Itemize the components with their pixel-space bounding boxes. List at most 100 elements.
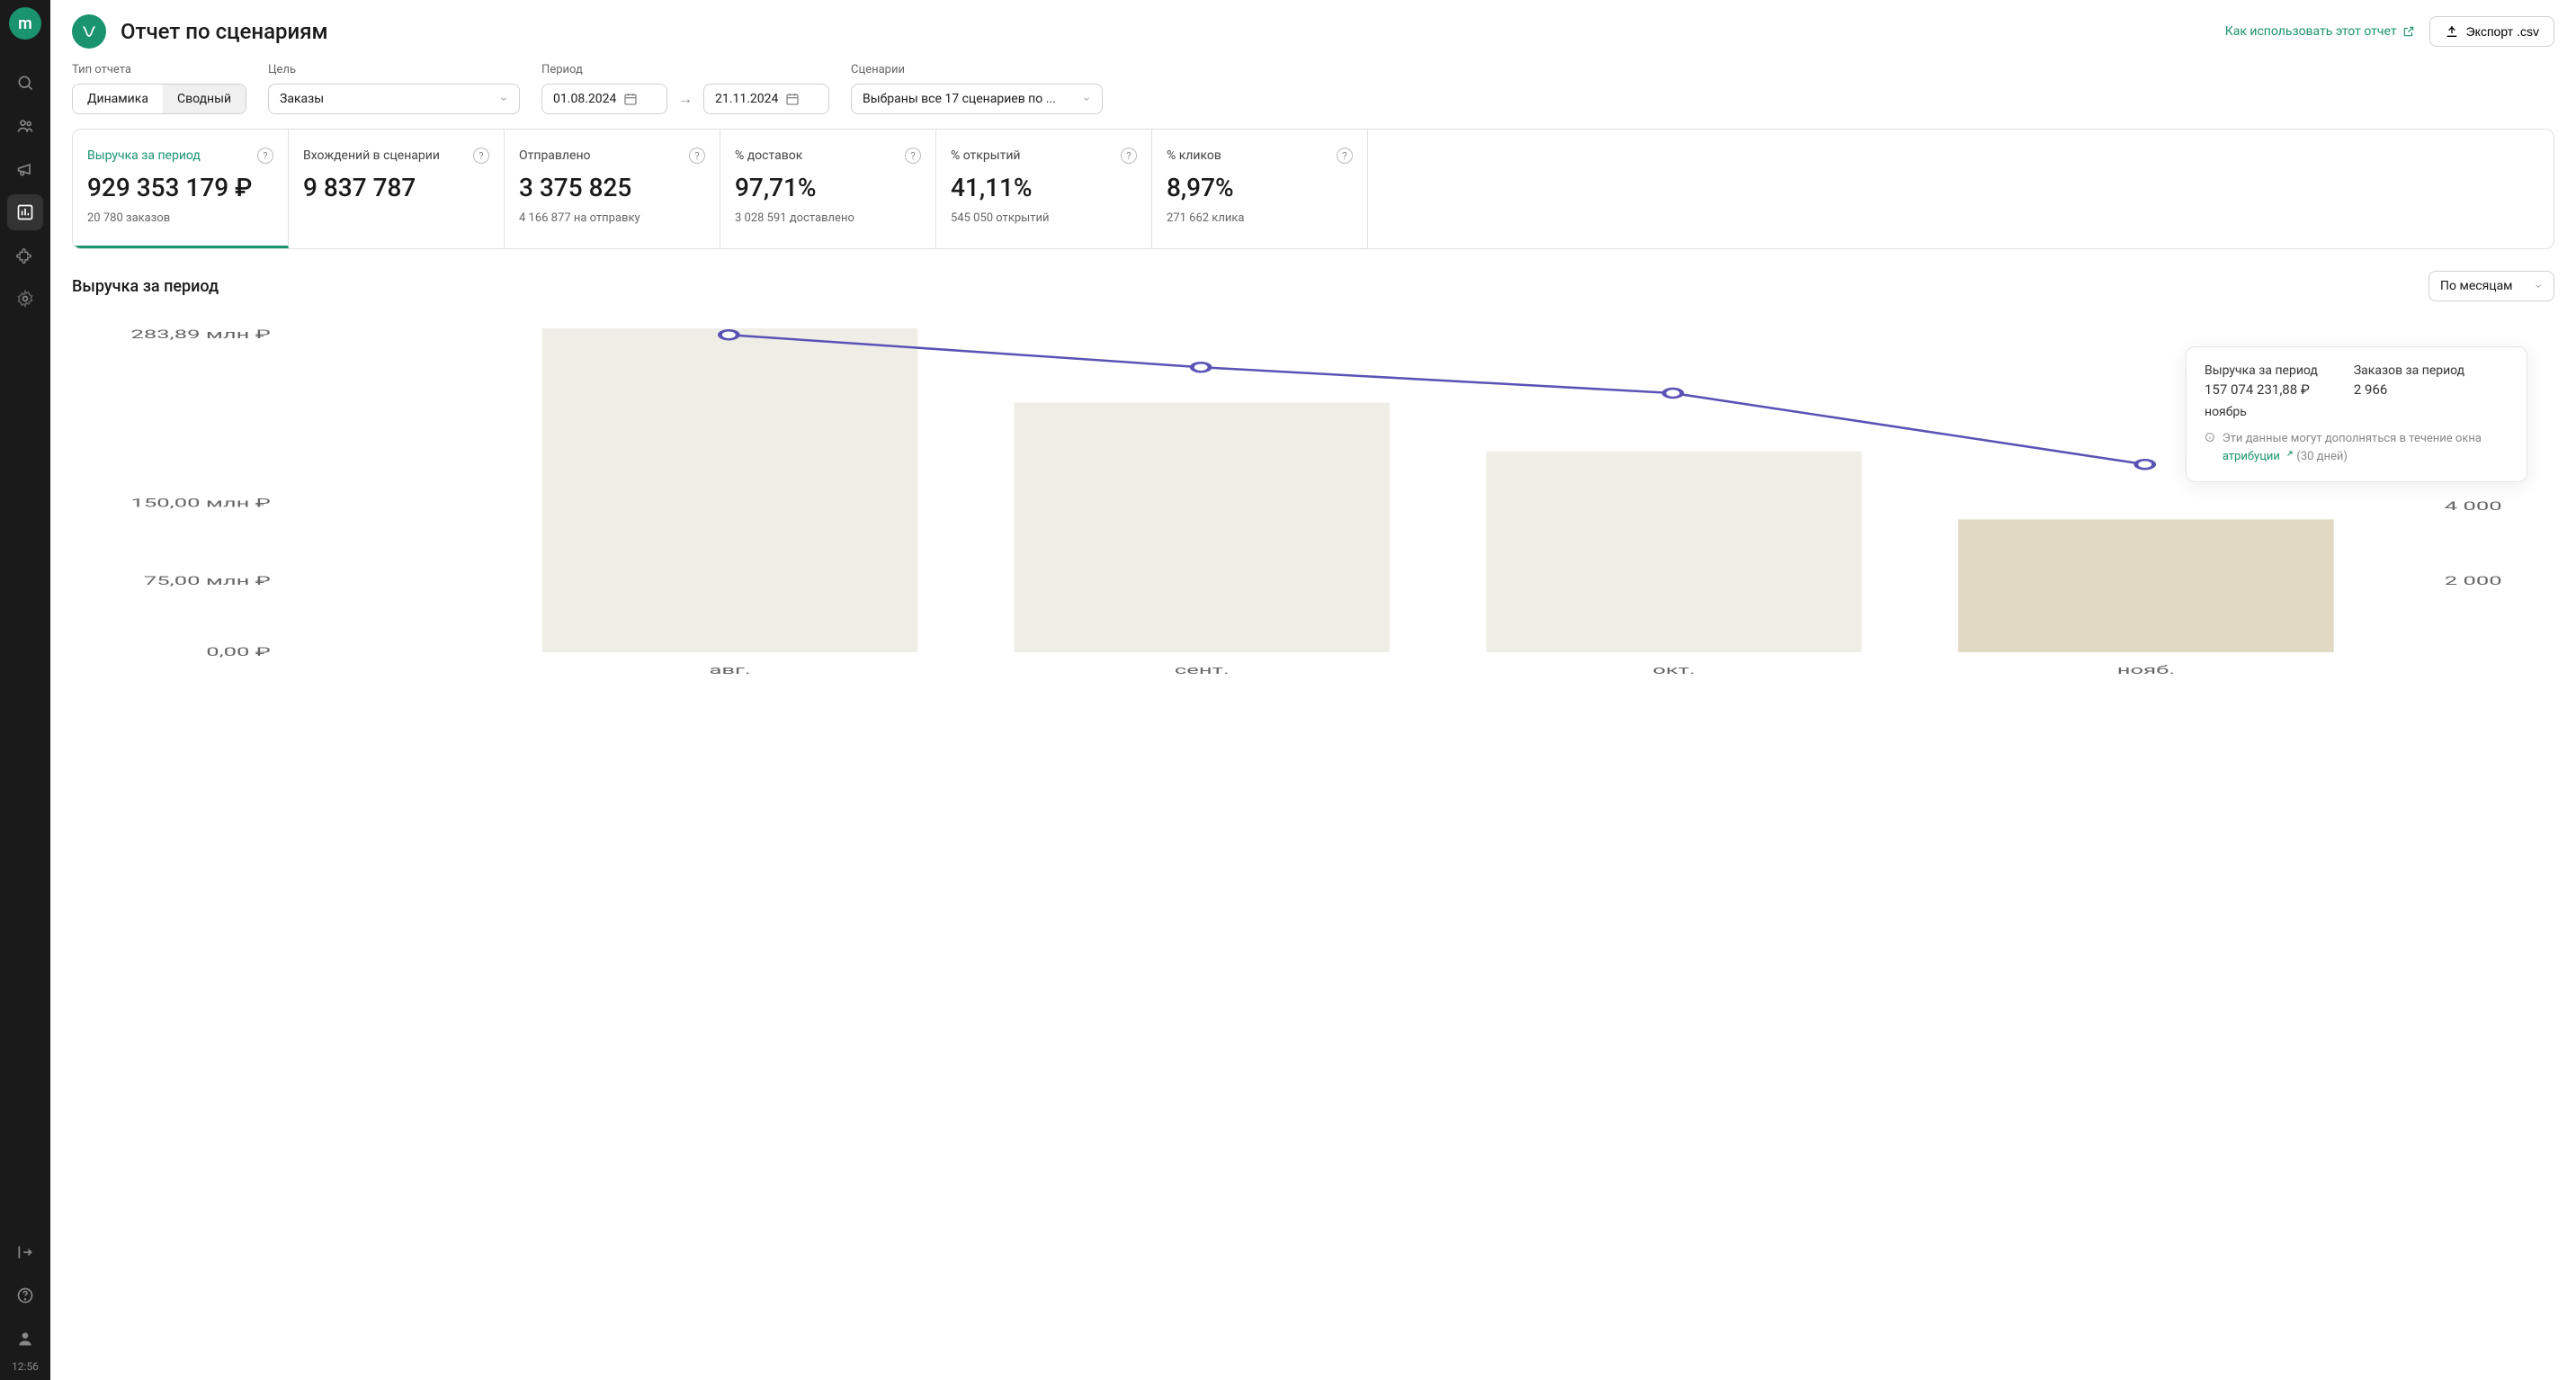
chart-bar[interactable] [1486,452,1861,652]
metric-title: % открытий [951,148,1021,163]
chart-line [729,335,2144,464]
metric-sub: 4 166 877 на отправку [519,211,705,228]
export-button[interactable]: Экспорт .csv [2429,16,2554,47]
nav-campaigns[interactable] [7,151,43,187]
tooltip-note-suffix: (30 дней) [2296,450,2348,463]
metric-title: % доставок [735,148,802,163]
search-icon [16,74,34,92]
report-type-segmented: Динамика Сводный [72,84,246,114]
segmented-summary[interactable]: Сводный [163,85,246,113]
y-left-tick: 75,00 млн ₽ [144,574,271,587]
date-to-input[interactable]: 21.11.2024 [703,84,829,114]
date-arrow: → [678,90,693,108]
metric-value: 41,11% [951,173,1137,202]
filter-label: Сценарии [851,63,1103,76]
x-tick: сент. [1175,663,1230,677]
help-link[interactable]: Как использовать этот отчет [2225,24,2415,39]
metric-sub: 271 662 клика [1167,211,1353,228]
nav-search[interactable] [7,65,43,101]
filters-bar: Тип отчета Динамика Сводный Цель Заказы … [50,63,2576,129]
y-left-tick: 283,89 млн ₽ [130,327,270,341]
tooltip-orders-label: Заказов за период [2354,363,2464,378]
chart-bar[interactable] [542,328,917,652]
revenue-chart[interactable]: 283,89 млн ₽ 150,00 млн ₽ 75,00 млн ₽ 0,00 … [72,319,2554,679]
chart-tooltip: Выручка за период 157 074 231,88 ₽ Заказ… [2186,346,2527,482]
y-left-tick: 150,00 млн ₽ [130,496,270,509]
export-label: Экспорт .csv [2466,24,2539,39]
metric-card[interactable]: Отправлено ? 3 375 825 4 166 877 на отпр… [505,130,720,248]
filter-label: Тип отчета [72,63,246,76]
chart-point[interactable] [1192,363,1210,372]
date-from-input[interactable]: 01.08.2024 [541,84,667,114]
nav-users[interactable] [7,108,43,144]
app-logo[interactable]: m [9,7,41,40]
metric-help-icon[interactable]: ? [1121,148,1137,164]
help-link-text: Как использовать этот отчет [2225,24,2397,39]
chart-bar[interactable] [1015,403,1390,652]
chart-bar[interactable] [1958,519,2333,652]
x-tick: авг. [709,663,750,677]
metric-title: Выручка за период [87,148,201,163]
date-from-value: 01.08.2024 [553,92,616,106]
metric-help-icon[interactable]: ? [1337,148,1353,164]
sidebar: m 12:56 [0,0,50,1380]
metric-sub: 3 028 591 доставлено [735,211,921,228]
metric-value: 929 353 179 ₽ [87,173,273,202]
date-range: 01.08.2024 → 21.11.2024 [541,84,829,114]
metric-sub [303,211,489,228]
filter-label: Период [541,63,829,76]
granularity-value: По месяцам [2440,279,2513,293]
goal-select[interactable]: Заказы [268,84,520,114]
metrics-scrollbar[interactable] [73,248,1462,249]
filter-scenarios: Сценарии Выбраны все 17 сценариев по ... [851,63,1103,114]
tooltip-note-prefix: Эти данные могут дополняться в течение о… [2223,432,2482,445]
info-icon [2205,430,2215,444]
nav-logout[interactable] [7,1234,43,1270]
metric-sub: 20 780 заказов [87,211,273,228]
nav-settings[interactable] [7,281,43,317]
metric-card[interactable]: Выручка за период ? 929 353 179 ₽ 20 780… [73,130,289,248]
metric-help-icon[interactable]: ? [689,148,705,164]
calendar-icon [785,92,800,106]
main-content: Отчет по сценариям Как использовать этот… [50,0,2576,1380]
page-icon [72,14,106,49]
tooltip-month: ноябрь [2205,405,2509,419]
tooltip-revenue-label: Выручка за период [2205,363,2318,378]
nav-help[interactable] [7,1277,43,1313]
metric-card[interactable]: Вхождений в сценарии ? 9 837 787 [289,130,505,248]
chart-point[interactable] [2136,460,2154,469]
export-icon [2445,24,2459,39]
tooltip-attribution-link[interactable]: атрибуции [2223,450,2297,463]
tooltip-note: Эти данные могут дополняться в течение о… [2205,430,2509,465]
puzzle-icon [16,246,34,264]
metric-card[interactable]: % кликов ? 8,97% 271 662 клика [1152,130,1368,248]
metric-value: 97,71% [735,173,921,202]
page-title: Отчет по сценариям [121,19,2211,44]
y-left-tick: 0,00 ₽ [206,645,271,659]
external-link-icon [2402,25,2415,38]
filter-period: Период 01.08.2024 → 21.11.2024 [541,63,829,114]
scenarios-value: Выбраны все 17 сценариев по ... [863,92,1056,106]
metric-card[interactable]: % доставок ? 97,71% 3 028 591 доставлено [720,130,936,248]
chevron-down-icon [2534,282,2543,291]
metric-help-icon[interactable]: ? [905,148,921,164]
chevron-down-icon [1082,94,1091,103]
chart-point[interactable] [1664,389,1682,398]
metric-help-icon[interactable]: ? [473,148,489,164]
granularity-select[interactable]: По месяцам [2428,271,2554,301]
nav-profile[interactable] [7,1321,43,1357]
external-link-icon [2283,450,2294,461]
x-tick: нояб. [2117,663,2175,677]
metric-value: 9 837 787 [303,173,489,202]
metric-help-icon[interactable]: ? [257,148,273,164]
nav-analytics[interactable] [7,194,43,230]
metric-card[interactable]: % открытий ? 41,11% 545 050 открытий [936,130,1152,248]
user-icon [16,1330,34,1348]
nav-integrations[interactable] [7,237,43,273]
metric-title: Вхождений в сценарии [303,148,440,163]
segmented-dynamics[interactable]: Динамика [73,85,163,113]
scenarios-select[interactable]: Выбраны все 17 сценариев по ... [851,84,1103,114]
filter-report-type: Тип отчета Динамика Сводный [72,63,246,114]
tooltip-revenue-value: 157 074 231,88 ₽ [2205,381,2318,398]
chart-point[interactable] [720,330,738,339]
